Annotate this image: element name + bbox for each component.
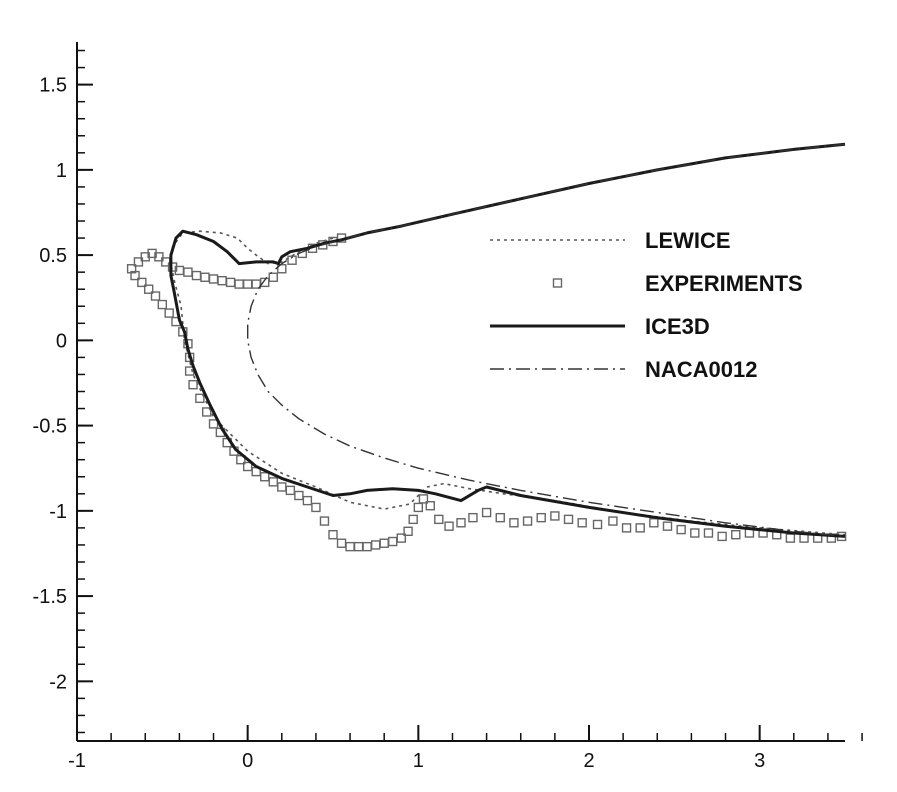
x-tick-label: 3	[754, 750, 765, 772]
x-tick-label: 0	[242, 750, 253, 772]
experiments-marker	[191, 270, 202, 281]
experiments-marker	[481, 507, 492, 518]
y-tick-label: 1	[56, 160, 67, 182]
y-tick-label: -2	[49, 671, 67, 693]
experiments-marker	[143, 284, 154, 294]
experiments-marker	[434, 514, 444, 525]
experiments-marker	[311, 502, 321, 513]
experiments-marker	[403, 526, 413, 536]
y-tick-label: 1.5	[39, 75, 67, 97]
experiments-marker	[731, 530, 741, 540]
experiments-marker	[362, 541, 372, 552]
legend-swatch-experiments	[552, 278, 563, 288]
legend-label-experiments: EXPERIMENTS	[645, 271, 803, 296]
experiments-marker	[200, 272, 210, 282]
experiments-marker	[150, 291, 161, 301]
experiments-marker	[468, 512, 478, 523]
experiments-marker	[509, 518, 519, 528]
experiments-marker	[260, 472, 270, 482]
y-tick-label: 0	[56, 330, 67, 352]
experiments-marker	[183, 267, 193, 277]
experiments-marker	[418, 494, 429, 504]
experiments-marker	[635, 523, 645, 533]
experiments-marker	[260, 277, 270, 288]
experiments-marker	[621, 523, 632, 533]
experiments-marker	[234, 279, 244, 289]
experiments-marker	[188, 379, 198, 390]
experiments-marker	[208, 274, 219, 284]
experiments-marker	[676, 524, 686, 535]
experiments-marker	[353, 541, 364, 552]
legend: LEWICE EXPERIMENTS ICE3D NACA0012	[490, 228, 803, 382]
experiments-marker	[495, 512, 505, 523]
experiments-marker	[649, 518, 659, 528]
experiments-marker	[522, 516, 533, 526]
experiments-marker	[302, 495, 313, 506]
experiments-marker	[379, 538, 389, 548]
y-tick-label: 0.5	[39, 245, 67, 267]
experiments-marker	[242, 461, 253, 472]
experiments-marker	[130, 270, 140, 281]
experiments-marker	[285, 485, 296, 496]
experiments-marker	[336, 538, 347, 548]
experiments-marker	[577, 518, 587, 528]
y-tick-label: -1.5	[33, 586, 67, 608]
experiments-marker	[217, 275, 227, 286]
experiments-marker	[608, 516, 618, 526]
experiments-marker	[717, 531, 727, 542]
y-tick-label: -0.5	[33, 416, 67, 438]
experiments-marker	[294, 490, 304, 501]
experiments-marker	[703, 528, 714, 538]
experiments-marker	[157, 299, 168, 310]
x-tick-label: 1	[413, 750, 424, 772]
experiments-marker	[536, 512, 546, 523]
x-tick-label: -1	[68, 750, 86, 772]
plot-area	[126, 142, 847, 552]
experiments-marker	[785, 533, 796, 543]
experiments-marker	[195, 393, 205, 404]
experiments-marker	[345, 541, 355, 552]
experiments-marker	[592, 519, 603, 530]
experiments-marker	[425, 501, 435, 511]
experiments-marker	[456, 518, 466, 528]
naca0012-line	[247, 143, 846, 538]
experiments-marker	[268, 272, 278, 282]
experiments-marker	[277, 264, 287, 274]
legend-label-naca0012: NACA0012	[645, 357, 758, 382]
experiments-marker	[388, 536, 398, 547]
experiments-marker	[408, 514, 418, 525]
experiments-marker	[277, 482, 287, 492]
y-tick-label: -1	[49, 501, 67, 523]
legend-label-lewice: LEWICE	[645, 228, 731, 253]
experiments-marker	[202, 407, 212, 417]
experiments-marker	[550, 511, 560, 521]
experiments-marker	[662, 521, 673, 531]
axes: -1 0 1 2 3 1.5 1 0.5 0 -0.5 -1 -1.5 -2	[33, 42, 863, 772]
experiments-marker	[328, 530, 338, 540]
x-tick-label: 2	[583, 750, 594, 772]
experiments-marker	[154, 252, 164, 262]
experiments-marker	[413, 502, 424, 513]
experiments-marker	[137, 277, 147, 288]
experiments-marker	[396, 533, 406, 543]
experiments-marker	[370, 540, 381, 550]
experiments-marker	[208, 419, 219, 429]
experiments-marker	[268, 477, 278, 487]
experiments-marker	[563, 514, 574, 525]
experiments-marker	[287, 255, 297, 265]
experiments-marker	[133, 257, 144, 267]
experiments-marker	[242, 279, 253, 289]
experiments-marker	[444, 521, 454, 531]
experiments-marker	[690, 528, 700, 538]
legend-label-ice3d: ICE3D	[645, 314, 710, 339]
experiments-marker	[164, 308, 174, 318]
experiments-marker	[319, 516, 330, 526]
experiments-marker	[225, 277, 236, 288]
